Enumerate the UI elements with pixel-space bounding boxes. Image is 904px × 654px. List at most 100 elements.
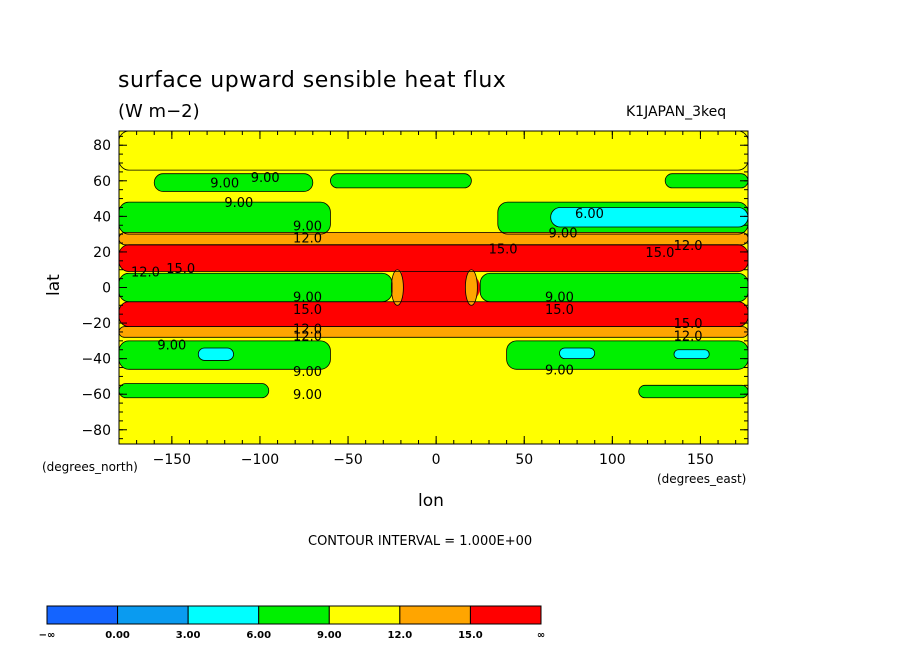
colorbar: −∞ 0.00 3.00 6.00 9.00 12.0 15.0 ∞ <box>39 605 545 641</box>
band-6-9-3 <box>665 173 748 188</box>
band-6-9-18 <box>119 383 269 398</box>
band-3-6-15 <box>198 347 234 361</box>
contour-label-2: 9.00 <box>224 196 253 211</box>
contour-4 <box>119 201 331 235</box>
band-9-12-0 <box>119 131 748 171</box>
x-tick-label-5: 100 <box>599 452 626 468</box>
x-tick-label-0: −150 <box>153 452 191 468</box>
run-id-label: K1JAPAN_3keq <box>626 104 727 120</box>
x-axis-label: lon <box>418 491 444 511</box>
colorbar-label-3: 6.00 <box>246 630 271 641</box>
chart-title: surface upward sensible heat flux <box>118 68 507 93</box>
contour-label-16: 12.0 <box>293 322 322 337</box>
colorbar-swatch-5 <box>399 605 471 625</box>
contour-15 <box>197 347 234 361</box>
contour-label-8: 15.0 <box>645 246 674 261</box>
colorbar-label-1: 0.00 <box>105 630 130 641</box>
x-tick-label-2: −50 <box>333 452 363 468</box>
contour-8 <box>119 244 748 272</box>
contour-label-14: 15.0 <box>293 303 322 318</box>
colorbar-swatch-3 <box>258 605 330 625</box>
y-tick-label-5: −20 <box>81 316 111 332</box>
band-6-9-19 <box>638 385 748 398</box>
contour-label-9: 12.0 <box>674 239 703 254</box>
colorbar-swatch-6 <box>469 605 542 625</box>
colorbar-swatch-1 <box>117 605 189 625</box>
axes: −150 −100 −50 0 50 100 150 80 60 40 20 0 −20 −40 −60 −8… <box>81 130 749 468</box>
band-6-9-4 <box>119 202 331 235</box>
contour-lines <box>119 131 748 399</box>
chart-units: (W m−2) <box>118 101 200 122</box>
contour-label-13: 9.00 <box>545 290 574 305</box>
colorbar-label-0: −∞ <box>39 630 56 641</box>
contour-13 <box>119 340 331 370</box>
band-12-15-7 <box>119 232 748 245</box>
band->15-8 <box>119 244 748 272</box>
colorbar-swatch-4 <box>328 605 401 625</box>
contour-12 <box>119 326 748 338</box>
contour-label-5: 12.0 <box>293 232 322 247</box>
contour-label-7: 15.0 <box>489 242 518 257</box>
colorbar-swatch-0 <box>46 605 119 625</box>
contour-interval-text: CONTOUR INTERVAL = 1.000E+00 <box>308 534 533 549</box>
x-tick-label-1: −100 <box>241 452 279 468</box>
contour-label-6: 9.00 <box>549 226 578 241</box>
contour-label-12: 9.00 <box>293 290 322 305</box>
colorbar-label-5: 12.0 <box>388 630 413 641</box>
x-tick-label-6: 150 <box>687 452 714 468</box>
band->15-11 <box>119 301 748 327</box>
contour-label-21: 9.00 <box>293 365 322 380</box>
contour-0 <box>119 131 748 171</box>
contour-3 <box>664 173 748 189</box>
x-tick-label-3: 0 <box>432 452 441 468</box>
colorbar-label-7: ∞ <box>537 630 545 641</box>
contour-label-19: 12.0 <box>674 330 703 345</box>
band-3-6-6 <box>550 207 748 228</box>
contour-label-23: 9.00 <box>293 388 322 403</box>
equatorial-edge-1 <box>464 269 478 306</box>
y-tick-label-1: 60 <box>93 174 111 190</box>
band-12-15-12 <box>119 326 748 338</box>
contour-17 <box>673 349 710 360</box>
contour-16 <box>559 347 596 360</box>
x-tick-label-4: 50 <box>515 452 533 468</box>
contour-label-4: 9.00 <box>293 219 322 234</box>
y-tick-label-4: 0 <box>102 281 111 297</box>
contour-label-20: 9.00 <box>157 338 186 353</box>
contour-6 <box>550 207 748 228</box>
y-tick-label-6: −40 <box>81 352 111 368</box>
equatorial-edge-0 <box>390 269 404 306</box>
colorbar-label-6: 15.0 <box>458 630 483 641</box>
colorbar-swatch-2 <box>187 605 260 625</box>
y-tick-label-0: 80 <box>93 138 111 154</box>
contour-label-15: 15.0 <box>545 303 574 318</box>
y-units-label: (degrees_north) <box>42 460 138 474</box>
plot-area <box>119 131 748 444</box>
contour-label-3: 6.00 <box>575 207 604 222</box>
contour-label-22: 9.00 <box>545 363 574 378</box>
contour-19 <box>638 384 748 399</box>
band-3-6-17 <box>674 349 710 359</box>
contour-label-18: 12.0 <box>293 330 322 345</box>
band-6-9-1 <box>154 173 313 192</box>
contour-1 <box>153 173 314 192</box>
equatorial-high-flux <box>392 262 481 313</box>
band-3-6-16 <box>559 347 595 359</box>
band-6-9-2 <box>330 173 472 188</box>
y-axis-label: lat <box>44 274 64 296</box>
x-units-label: (degrees_east) <box>657 472 747 486</box>
contour-18 <box>119 383 270 399</box>
contour-label-17: 15.0 <box>674 317 703 332</box>
band-6-9-10 <box>480 273 748 302</box>
contour-label-1: 9.00 <box>251 171 280 186</box>
contour-label-0: 9.00 <box>210 177 239 192</box>
y-tick-label-8: −80 <box>81 423 111 439</box>
band-6-9-14 <box>506 340 748 370</box>
y-tick-label-7: −60 <box>81 387 111 403</box>
contour-2 <box>330 173 472 189</box>
contour-14 <box>506 340 748 370</box>
band-6-9-9 <box>119 273 393 302</box>
contour-label-10: 12.0 <box>131 265 160 280</box>
